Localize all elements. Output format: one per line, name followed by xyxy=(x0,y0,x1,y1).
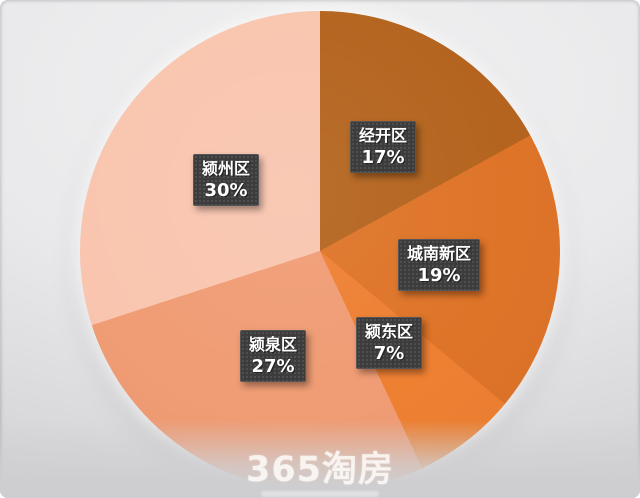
slice-percent: 27% xyxy=(251,356,295,377)
slice-label-yingzhouqu: 颍州区 30% xyxy=(193,154,260,206)
slice-label-jingkaiqu: 经开区 17% xyxy=(350,121,417,173)
slice-percent: 19% xyxy=(417,265,461,286)
slice-label-chengnanxinqu: 城南新区 19% xyxy=(398,239,481,291)
slice-name: 城南新区 xyxy=(407,244,472,263)
slice-name: 经开区 xyxy=(359,126,408,145)
pie-chart xyxy=(80,11,560,491)
slice-label-yingquanqu: 颍泉区 27% xyxy=(240,330,307,382)
watermark-subtext-blur xyxy=(261,491,379,497)
slice-percent: 17% xyxy=(361,147,405,168)
slice-percent: 30% xyxy=(204,180,248,201)
slice-name: 颍东区 xyxy=(365,322,414,341)
slice-percent: 7% xyxy=(373,343,405,364)
slice-label-yingdongqu: 颍东区 7% xyxy=(356,317,423,369)
slice-name: 颍州区 xyxy=(202,159,251,178)
slice-name: 颍泉区 xyxy=(249,335,298,354)
